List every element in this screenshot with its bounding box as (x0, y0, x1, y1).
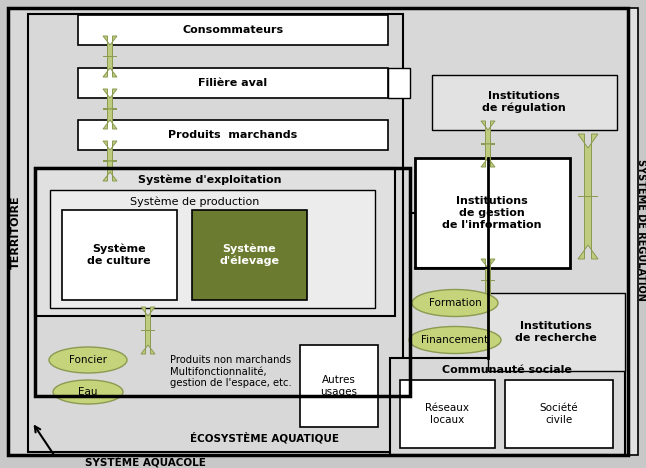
Polygon shape (481, 280, 495, 302)
Text: Institutions
de gestion
de l'information: Institutions de gestion de l'information (443, 197, 542, 230)
Polygon shape (141, 330, 155, 354)
Ellipse shape (53, 380, 123, 404)
Polygon shape (103, 161, 117, 181)
Polygon shape (103, 109, 117, 129)
Bar (400, 380, 495, 448)
Polygon shape (141, 307, 155, 330)
Bar (488, 293, 625, 371)
Polygon shape (103, 36, 117, 57)
Polygon shape (103, 89, 117, 109)
Bar (390, 358, 625, 455)
Ellipse shape (409, 327, 501, 353)
Text: Société
civile: Société civile (539, 403, 578, 425)
Bar (35, 168, 395, 316)
Ellipse shape (49, 347, 127, 373)
Polygon shape (578, 134, 598, 197)
Bar (388, 68, 410, 98)
Bar (415, 158, 570, 268)
Text: Institutions
de régulation: Institutions de régulation (482, 91, 566, 113)
Text: Système
d'élevage: Système d'élevage (219, 244, 279, 266)
Text: Formation: Formation (429, 298, 481, 308)
Polygon shape (481, 259, 495, 280)
Bar (505, 380, 613, 448)
Text: Système d'exploitation: Système d'exploitation (138, 175, 282, 185)
Ellipse shape (412, 290, 498, 316)
Text: Produits non marchands
Multifonctionnalité,
gestion de l'espace, etc.: Produits non marchands Multifonctionnali… (170, 355, 292, 388)
Bar (192, 210, 307, 300)
Polygon shape (103, 57, 117, 77)
Bar (78, 68, 388, 98)
Text: SYSTÈME DE RÉGULATION: SYSTÈME DE RÉGULATION (636, 159, 646, 301)
Polygon shape (103, 141, 117, 161)
Text: Réseaux
locaux: Réseaux locaux (425, 403, 469, 425)
Text: Consommateurs: Consommateurs (182, 25, 284, 35)
Bar (78, 120, 388, 150)
Polygon shape (578, 197, 598, 259)
Text: Institutions
de recherche: Institutions de recherche (515, 321, 597, 343)
Text: Eau: Eau (78, 387, 98, 397)
Bar (28, 14, 403, 452)
Bar (50, 190, 375, 308)
Text: Filière aval: Filière aval (198, 78, 267, 88)
Text: ÉCOSYSTÈME AQUATIQUE: ÉCOSYSTÈME AQUATIQUE (190, 432, 339, 444)
Bar (410, 8, 638, 455)
Text: SYSTÈME AQUACOLE: SYSTÈME AQUACOLE (85, 456, 206, 468)
Text: Communauté sociale: Communauté sociale (442, 365, 572, 375)
Text: Foncier: Foncier (69, 355, 107, 365)
Bar (300, 345, 378, 427)
Polygon shape (481, 121, 495, 144)
Text: Autres
usages: Autres usages (320, 375, 357, 397)
Bar (35, 168, 410, 396)
Bar (432, 75, 617, 130)
Text: TERRITOIRE: TERRITOIRE (11, 195, 21, 269)
Text: Système
de culture: Système de culture (87, 244, 151, 266)
Text: Produits  marchands: Produits marchands (169, 130, 298, 140)
Polygon shape (481, 144, 495, 167)
Bar (62, 210, 177, 300)
Text: Financement: Financement (421, 335, 488, 345)
Text: Système de production: Système de production (130, 197, 260, 207)
Bar (78, 15, 388, 45)
